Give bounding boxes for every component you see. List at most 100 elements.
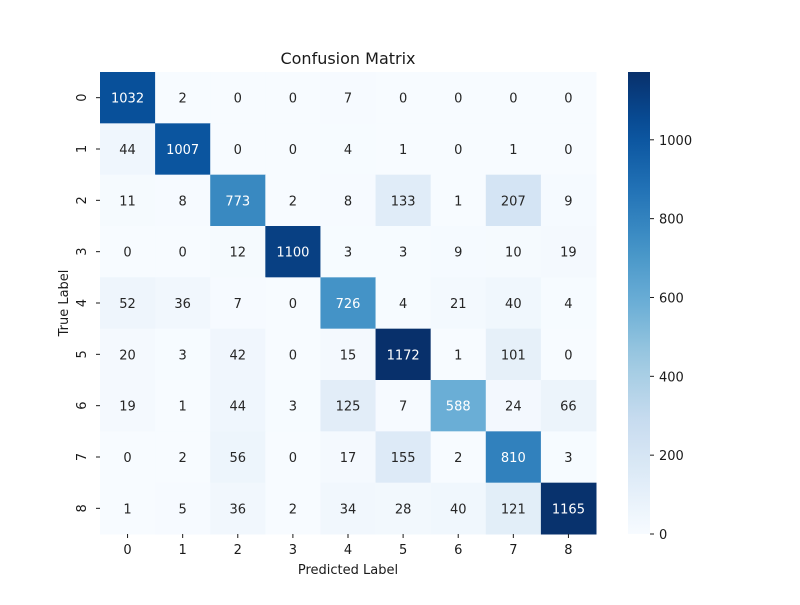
cell-value-label: 28 (395, 502, 412, 517)
heatmap-cells: 1032 2 0 0 7 0 0 0 044 1007 0 0 4 1 0 1 011 8 773 2 8 133 1 207… (100, 72, 597, 535)
heatmap-cell (485, 380, 542, 432)
cell-value-label: 2 (179, 451, 187, 466)
colorbar-tick-label: 0 (659, 528, 667, 543)
heatmap-cell (485, 277, 542, 330)
heatmap-cell (210, 174, 266, 227)
heatmap-cell (100, 174, 156, 227)
cell-value-label: 0 (454, 92, 462, 107)
colorbar-tick-label: 600 (659, 291, 684, 306)
y-tick-label: 0 (75, 94, 90, 102)
heatmap-cell (375, 277, 432, 330)
heatmap-cell (210, 431, 266, 484)
heatmap-cell (320, 380, 377, 432)
heatmap-cell (210, 226, 266, 278)
heatmap-cell (375, 482, 432, 535)
colorbar-tick-label: 400 (659, 370, 684, 385)
cell-value-label: 0 (509, 92, 517, 107)
y-tick-label: 3 (75, 248, 90, 256)
heatmap-cell (155, 277, 211, 330)
cell-value-label: 66 (560, 400, 577, 415)
cell-value-label: 10 (505, 246, 522, 261)
heatmap-cell (265, 380, 321, 432)
x-tick-label: 5 (399, 543, 407, 558)
heatmap-cell (540, 380, 597, 432)
cell-value-label: 7 (234, 297, 242, 312)
x-axis-ticks: 0 1 2 3 4 5 6 7 8 (123, 534, 573, 558)
cell-value-label: 4 (344, 143, 352, 158)
colorbar-tick-label: 800 (659, 213, 684, 228)
chart-title: Confusion Matrix (280, 49, 415, 68)
heatmap-cell (540, 226, 597, 278)
cell-value-label: 2 (289, 194, 297, 209)
cell-value-label: 0 (564, 348, 572, 363)
cell-value-label: 1007 (166, 143, 199, 158)
heatmap-cell (210, 123, 266, 176)
heatmap-cell (540, 482, 597, 535)
cell-value-label: 44 (230, 400, 247, 415)
cell-value-label: 125 (336, 400, 361, 415)
heatmap-cell (155, 72, 211, 124)
heatmap-cell (375, 72, 432, 124)
heatmap-cell (375, 380, 432, 432)
heatmap-cell (320, 123, 377, 176)
heatmap-cell (540, 277, 597, 330)
heatmap-cell (430, 174, 487, 227)
cell-value-label: 0 (123, 246, 131, 261)
cell-value-label: 5 (179, 502, 187, 517)
heatmap-cell (210, 277, 266, 330)
cell-value-label: 0 (289, 143, 297, 158)
cell-value-label: 4 (564, 297, 572, 312)
cell-value-label: 40 (505, 297, 522, 312)
heatmap-cell (265, 482, 321, 535)
cell-value-label: 9 (454, 246, 462, 261)
cell-value-label: 0 (234, 143, 242, 158)
cell-value-label: 773 (225, 194, 250, 209)
heatmap-cell (210, 72, 266, 124)
cell-value-label: 2 (179, 92, 187, 107)
heatmap-cell (155, 328, 211, 381)
y-tick-label: 8 (75, 504, 90, 512)
heatmap-cell (155, 226, 211, 278)
heatmap-cell (265, 431, 321, 484)
cell-value-label: 17 (340, 451, 357, 466)
heatmap-cell (155, 482, 211, 535)
heatmap-cell (155, 431, 211, 484)
heatmap-cell (155, 123, 211, 176)
cell-value-label: 133 (391, 194, 416, 209)
cell-value-label: 0 (234, 92, 242, 107)
cell-value-label: 155 (391, 451, 416, 466)
heatmap-cell (430, 72, 487, 124)
y-tick-label: 4 (75, 299, 90, 307)
cell-value-label: 0 (179, 246, 187, 261)
cell-value-label: 1 (454, 194, 462, 209)
heatmap-cell (210, 328, 266, 381)
heatmap-cell (210, 380, 266, 432)
heatmap-cell (100, 431, 156, 484)
colorbar-tick-label: 1000 (659, 134, 692, 149)
heatmap-cell (540, 431, 597, 484)
heatmap-cell (100, 277, 156, 330)
cell-value-label: 44 (119, 143, 136, 158)
cell-value-label: 726 (336, 297, 361, 312)
y-tick-label: 1 (75, 145, 90, 153)
heatmap-cell (485, 123, 542, 176)
cell-value-label: 1165 (552, 502, 585, 517)
cell-value-label: 1172 (387, 348, 420, 363)
cell-value-label: 3 (344, 246, 352, 261)
cell-value-label: 121 (501, 502, 526, 517)
cell-value-label: 0 (454, 143, 462, 158)
heatmap-cell (540, 174, 597, 227)
x-tick-label: 2 (234, 543, 242, 558)
cell-value-label: 1 (454, 348, 462, 363)
cell-value-label: 4 (399, 297, 407, 312)
cell-value-label: 19 (560, 246, 577, 261)
heatmap-cell (375, 328, 432, 381)
y-tick-label: 2 (75, 196, 90, 204)
cell-value-label: 36 (174, 297, 191, 312)
heatmap-cell (210, 482, 266, 535)
cell-value-label: 2 (289, 502, 297, 517)
cell-value-label: 11 (119, 194, 136, 209)
heatmap-cell (485, 482, 542, 535)
heatmap-cell (155, 174, 211, 227)
